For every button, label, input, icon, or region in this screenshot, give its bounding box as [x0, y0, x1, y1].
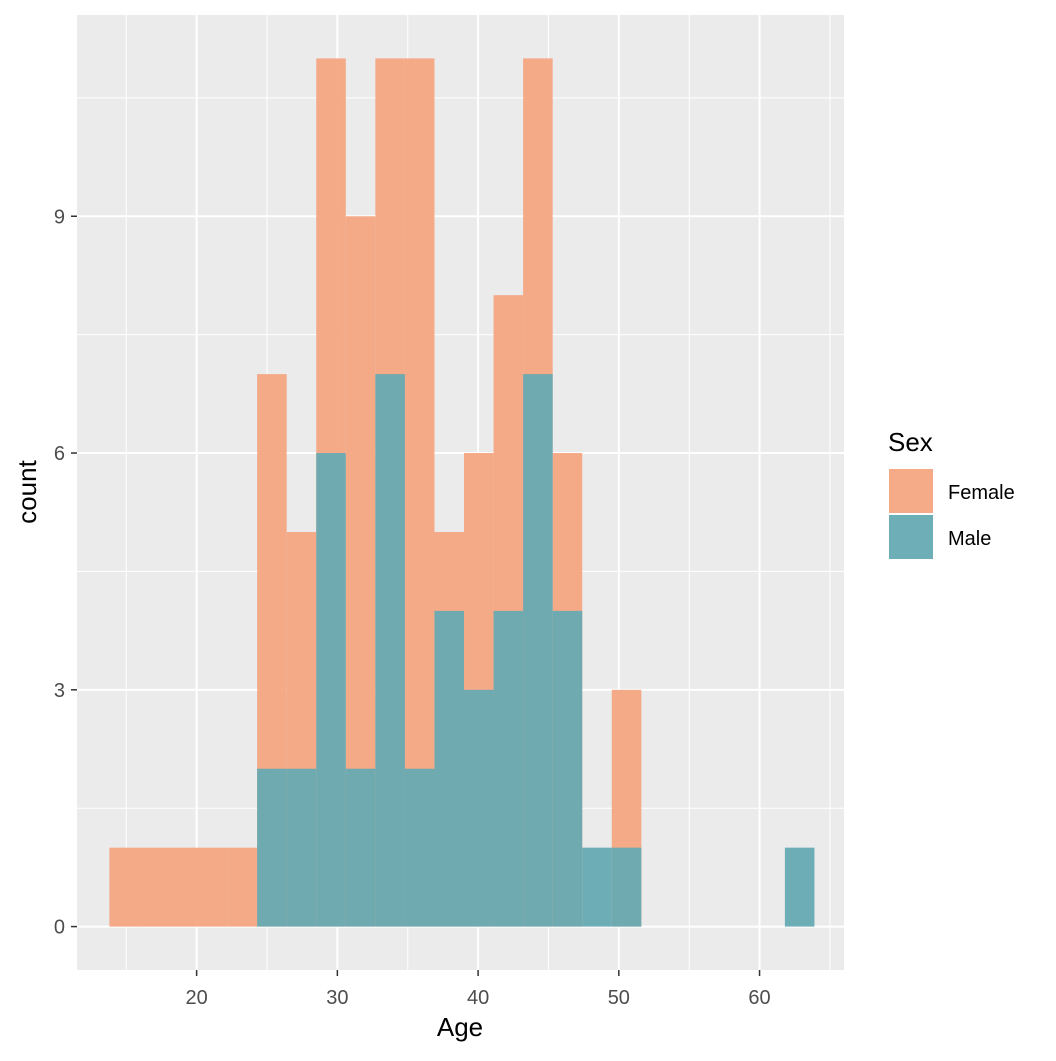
bar-male: [493, 610, 524, 927]
y-axis-title: count: [12, 459, 42, 523]
x-tick-label: 50: [608, 987, 630, 1009]
legend: Sex Female Male: [888, 427, 1015, 559]
legend-title: Sex: [888, 427, 933, 457]
x-tick-label: 40: [467, 987, 489, 1009]
y-tick-label: 6: [54, 443, 65, 465]
bar-female: [138, 847, 169, 927]
bar-male: [784, 847, 815, 927]
x-tick-label: 60: [748, 987, 770, 1009]
x-tick-label: 20: [185, 987, 207, 1009]
x-tick-label: 30: [326, 987, 348, 1009]
bar-male: [404, 768, 435, 927]
bar-male: [552, 610, 583, 927]
bar-male: [523, 374, 553, 927]
bar-male: [582, 847, 612, 927]
legend-label: Female: [948, 482, 1015, 504]
bar-male: [257, 768, 287, 927]
bar-male: [464, 689, 494, 927]
axes: 20 30 40 50 60 0 3 6 9: [54, 206, 771, 1009]
y-tick-label: 0: [54, 917, 65, 939]
bar-male: [316, 453, 346, 927]
bar-male: [286, 768, 317, 927]
legend-swatch-female: [889, 469, 933, 513]
bar-female: [168, 847, 199, 927]
bars: [109, 58, 815, 927]
legend-label: Male: [948, 528, 991, 550]
bar-female: [109, 847, 139, 927]
y-tick-label: 9: [54, 206, 65, 228]
bar-female: [198, 847, 228, 927]
legend-swatch-male: [889, 515, 933, 559]
bar-male: [434, 610, 465, 927]
y-tick-label: 3: [54, 680, 65, 702]
bar-female: [227, 847, 258, 927]
bar-male: [375, 374, 405, 927]
bar-male: [345, 768, 376, 927]
x-axis-title: Age: [437, 1012, 483, 1042]
bar-male: [611, 847, 642, 927]
